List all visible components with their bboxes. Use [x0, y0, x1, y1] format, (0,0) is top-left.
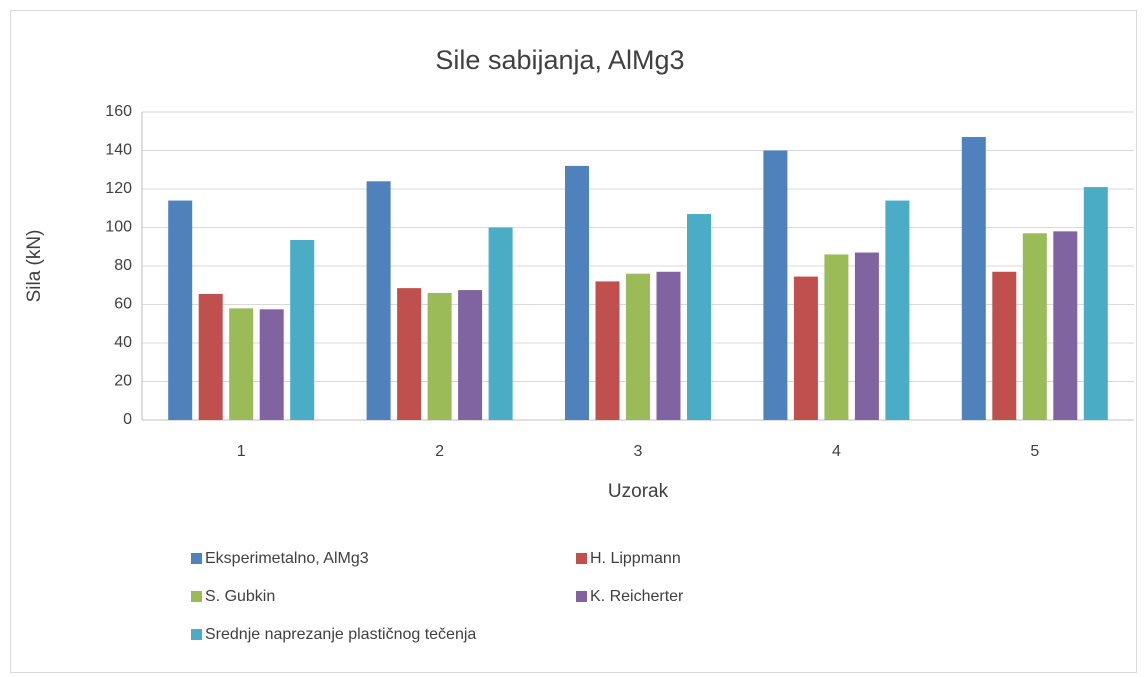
- bar: [168, 200, 193, 420]
- bar: [595, 281, 620, 420]
- bar: [290, 240, 315, 420]
- x-axis-label: Uzorak: [608, 481, 669, 502]
- y-tick-label: 100: [105, 219, 132, 236]
- legend-label: H. Lippmann: [590, 550, 681, 567]
- x-tick-label: 4: [832, 443, 841, 460]
- bar: [763, 150, 788, 420]
- legend-swatch: [191, 591, 202, 602]
- x-tick-label: 1: [237, 443, 246, 460]
- bar: [565, 165, 589, 420]
- y-tick-label: 120: [105, 180, 132, 197]
- legend-label: Srednje naprezanje plastičnog tečenja: [205, 626, 476, 643]
- x-tick-label: 2: [435, 443, 444, 460]
- bar: [488, 227, 513, 420]
- bar: [427, 292, 452, 420]
- bar: [854, 252, 879, 420]
- bar: [1053, 231, 1078, 420]
- legend-swatch: [191, 629, 202, 640]
- bar: [1083, 187, 1108, 420]
- y-axis-label: Sila (kN): [24, 230, 45, 303]
- legend-label: Eksperimetalno, AlMg3: [205, 550, 369, 567]
- legend-swatch: [576, 591, 587, 602]
- bar: [366, 181, 391, 420]
- bar: [259, 309, 284, 420]
- bar: [885, 200, 910, 420]
- bar: [458, 290, 483, 420]
- y-tick-label: 20: [114, 373, 132, 390]
- y-tick-label: 140: [105, 142, 132, 159]
- bar: [793, 276, 818, 420]
- legend-label: K. Reicherter: [590, 588, 684, 605]
- bar: [961, 137, 986, 420]
- bar: [229, 308, 254, 420]
- bar: [198, 293, 223, 420]
- legend-swatch: [576, 553, 587, 564]
- x-tick-label: 3: [634, 443, 643, 460]
- bar: [687, 214, 711, 420]
- y-tick-label: 40: [114, 334, 132, 351]
- y-tick-label: 60: [114, 296, 132, 313]
- bar: [626, 273, 650, 420]
- legend-label: S. Gubkin: [205, 588, 275, 605]
- y-tick-label: 160: [105, 103, 132, 120]
- chart-title: Sile sabijanja, AlMg3: [435, 45, 684, 75]
- bar: [992, 271, 1017, 420]
- y-tick-label: 0: [123, 411, 132, 428]
- bar: [397, 288, 422, 420]
- bar: [656, 271, 681, 420]
- bar: [824, 254, 849, 420]
- x-tick-label: 5: [1030, 443, 1039, 460]
- legend-swatch: [191, 553, 202, 564]
- y-tick-label: 80: [114, 257, 132, 274]
- bar: [1022, 233, 1047, 420]
